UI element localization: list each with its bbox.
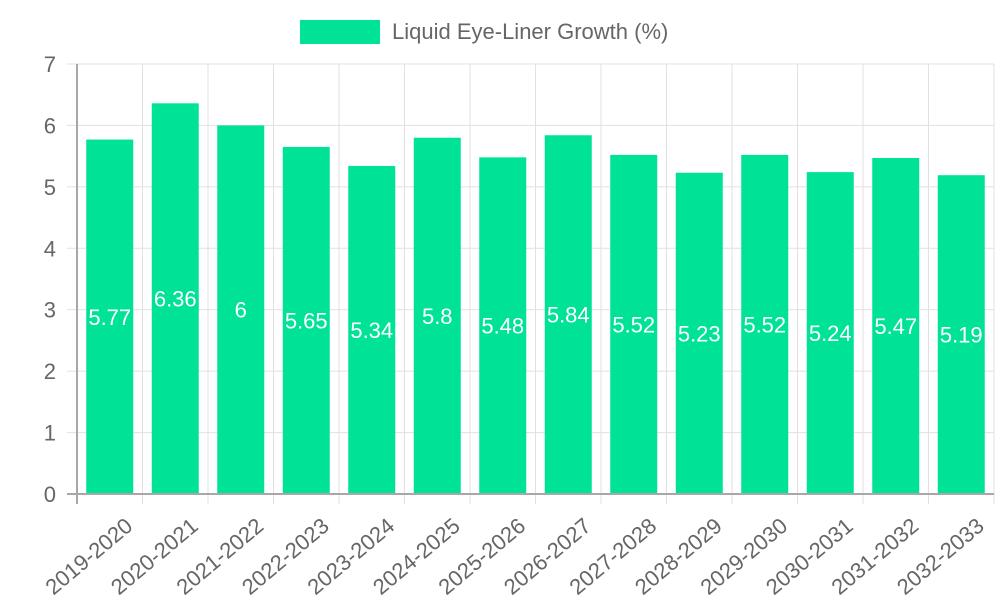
legend-swatch	[300, 20, 380, 44]
y-tick-label: 5	[44, 175, 56, 200]
bar-value-label: 5.52	[743, 312, 786, 337]
y-tick-label: 4	[44, 236, 56, 261]
bar[interactable]	[806, 172, 854, 494]
y-tick-label: 0	[44, 482, 56, 507]
bar-value-label: 5.47	[874, 314, 917, 339]
bar[interactable]	[479, 157, 527, 494]
y-axis: 0 1 2 3 4 5 6 7	[44, 52, 78, 507]
bar-value-label: 5.84	[547, 303, 590, 328]
bars: 5.77 6.36 6 5.65 5.34 5.8 5.48 5.84 5.52 5.23 5.52…	[86, 103, 985, 495]
y-tick-label: 3	[44, 298, 56, 323]
legend-label: Liquid Eye-Liner Growth (%)	[392, 19, 668, 44]
bar[interactable]	[86, 139, 134, 495]
bar[interactable]	[151, 103, 199, 495]
y-tick-label: 6	[44, 113, 56, 138]
bar-value-label: 5.34	[350, 318, 393, 343]
legend[interactable]: Liquid Eye-Liner Growth (%)	[300, 19, 668, 44]
bar[interactable]	[741, 154, 789, 494]
bar-value-label: 6	[235, 298, 247, 323]
y-tick-label: 2	[44, 359, 56, 384]
bar[interactable]	[872, 157, 920, 494]
bar[interactable]	[937, 175, 985, 494]
bar[interactable]	[610, 154, 658, 494]
bar[interactable]	[348, 165, 396, 494]
x-axis: 2019-20202020-20212021-20222022-20232023…	[41, 493, 994, 600]
bar[interactable]	[413, 137, 461, 494]
bar-value-label: 5.65	[285, 308, 328, 333]
gridlines	[67, 63, 995, 504]
bar-value-label: 5.19	[940, 323, 983, 348]
y-tick-label: 7	[44, 52, 56, 77]
bar-value-label: 6.36	[154, 287, 197, 312]
bar-value-label: 5.24	[809, 321, 852, 346]
bar-value-label: 5.77	[88, 305, 131, 330]
bar-value-label: 5.8	[422, 304, 453, 329]
bar-value-label: 5.52	[612, 312, 655, 337]
bar-value-label: 5.23	[678, 321, 721, 346]
bar[interactable]	[217, 125, 265, 494]
bar[interactable]	[544, 135, 592, 494]
bar[interactable]	[675, 172, 723, 494]
y-tick-label: 1	[44, 421, 56, 446]
bar[interactable]	[282, 146, 330, 494]
bar-value-label: 5.48	[481, 314, 524, 339]
